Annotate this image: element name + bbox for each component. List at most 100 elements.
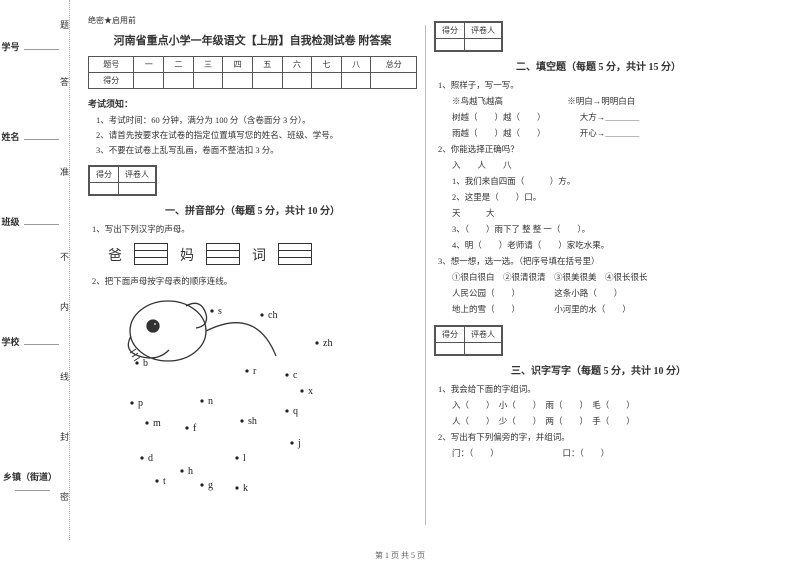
left-column: 绝密★启用前 河南省重点小学一年级语文【上册】自我检测试卷 附答案 题号一二三四…: [80, 15, 425, 535]
fill-row: 树越（ ）越（ ） 大方→＿＿＿＿: [452, 111, 763, 123]
section-3-title: 三、识字写字（每题 5 分，共计 10 分）: [434, 362, 763, 377]
score-header-cell: 七: [312, 57, 342, 73]
score-header-cell: 一: [134, 57, 164, 73]
dot-letter: r: [253, 366, 257, 377]
binding-field: 班级: [0, 215, 60, 228]
score-cell[interactable]: [252, 73, 282, 89]
section-1-title: 一、拼音部分（每题 5 分，共计 10 分）: [88, 202, 417, 217]
sub-q: 3、（ ）雨下了 整 整 一（ ）。: [452, 223, 763, 235]
q2-2: 2、你能选择正确吗？: [438, 143, 763, 155]
q2-1: 1、照样子，写一写。: [438, 79, 763, 91]
char-ba: 爸: [108, 245, 122, 265]
dots-svg: schzhbrcxpnqmshfjdlhtgk: [98, 291, 358, 496]
char-ma: 妈: [180, 245, 194, 265]
notice-title: 考试须知：: [88, 97, 417, 110]
dot-letter: m: [153, 418, 161, 429]
mini-score-c2: 评卷人: [119, 167, 156, 183]
score-header-cell: 六: [282, 57, 312, 73]
dot-letter: zh: [323, 338, 332, 349]
dot-letter: h: [188, 466, 193, 477]
score-header-cell: 题号: [89, 57, 134, 73]
dot-letter: x: [308, 386, 313, 397]
char-ci: 词: [252, 245, 266, 265]
binding-mark: 准: [60, 165, 69, 178]
score-cell[interactable]: [341, 73, 371, 89]
options-row: 天 大: [452, 207, 763, 219]
score-cell[interactable]: [312, 73, 342, 89]
score-header-cell: 四: [223, 57, 253, 73]
dot-letter: q: [293, 406, 298, 417]
options-row: 入 人 八: [452, 159, 763, 171]
q1-2: 2、把下面声母按字母表的顺序连线。: [92, 275, 417, 287]
notice-item: 1、考试时间：60 分钟，满分为 100 分（含卷面分 3 分）。: [96, 114, 417, 126]
mini-score-c1: 得分: [90, 167, 119, 183]
fill-row: 门：（ ） 口：（ ）: [452, 447, 763, 459]
pinyin-grid[interactable]: [134, 243, 168, 267]
score-cell[interactable]: [134, 73, 164, 89]
pinyin-grid[interactable]: [206, 243, 240, 267]
score-header-cell: 总分: [371, 57, 417, 73]
binding-mark: 答: [60, 75, 69, 88]
score-cell[interactable]: [282, 73, 312, 89]
fill-row: 人民公园（ ） 这条小路（ ）: [452, 287, 763, 299]
score-header-cell: 八: [341, 57, 371, 73]
dot-letter: s: [218, 306, 222, 317]
dot-letter: j: [297, 438, 301, 449]
dot-letter: c: [293, 370, 298, 381]
dot-letter: ch: [268, 310, 277, 321]
notice-item: 2、请首先按要求在试卷的指定位置填写您的姓名、班级、学号。: [96, 129, 417, 141]
secret-label: 绝密★启用前: [88, 15, 417, 26]
dot-letter: l: [243, 453, 246, 464]
page-footer: 第 1 页 共 5 页: [0, 550, 800, 561]
q3-2: 2、写出有下列偏旁的字，并组词。: [438, 431, 763, 443]
section-2-title: 二、填空题（每题 5 分，共计 15 分）: [434, 58, 763, 73]
dot-letter: sh: [248, 416, 257, 427]
q1-1: 1、写出下列汉字的声母。: [92, 223, 417, 235]
dot-letter: k: [243, 483, 248, 494]
score-cell[interactable]: [193, 73, 223, 89]
dot-letter: b: [143, 358, 148, 369]
fill-row: 雨越（ ）越（ ） 开心→＿＿＿＿: [452, 127, 763, 139]
binding-mark: 密: [60, 490, 69, 503]
score-header-row: 题号一二三四五六七八总分: [89, 57, 417, 73]
options-row: ①很白很白 ②很清很清 ③很美很美 ④很长很长: [452, 271, 763, 283]
score-row-label: 得分: [89, 73, 134, 89]
sub-q: 1、我们来自四面（ ）方。: [452, 175, 763, 187]
q3-1: 1、我会给下面的字组词。: [438, 383, 763, 395]
binding-field: 学校: [0, 335, 60, 348]
example-row: ※鸟越飞越高 ※明白→明明白白: [452, 95, 763, 107]
binding-field: 学号: [0, 40, 60, 53]
q2-3: 3、想一想，选一选。（把序号填在括号里）: [438, 255, 763, 267]
fill-row: 入（ ） 小（ ） 雨（ ） 毛（ ）: [452, 399, 763, 411]
dot-letter: f: [193, 423, 197, 434]
score-cell[interactable]: [164, 73, 194, 89]
pinyin-row: 爸 妈 词: [108, 243, 417, 267]
dot-letter: p: [138, 398, 143, 409]
binding-mark: 内: [60, 300, 69, 313]
binding-mark: 题: [60, 18, 69, 31]
binding-mark: 封: [60, 430, 69, 443]
fill-row: 人（ ） 少（ ） 两（ ） 手（ ）: [452, 415, 763, 427]
exam-title: 河南省重点小学一年级语文【上册】自我检测试卷 附答案: [88, 32, 417, 48]
score-header-cell: 二: [164, 57, 194, 73]
fill-row: 地上的雪（ ） 小河里的水（ ）: [452, 303, 763, 315]
mini-score-box-3: 得分 评卷人: [434, 325, 503, 356]
dot-letter: g: [208, 480, 213, 491]
dot-letter: d: [148, 453, 153, 464]
notice-item: 3、不要在试卷上乱写乱画，卷面不整洁扣 3 分。: [96, 144, 417, 156]
sub-q: 4、明（ ）老师请（ ）家吃水果。: [452, 239, 763, 251]
connect-dots-figure: schzhbrcxpnqmshfjdlhtgk: [98, 291, 417, 498]
binding-field: 乡镇（街道）: [0, 470, 60, 493]
right-column: 得分 评卷人 二、填空题（每题 5 分，共计 15 分） 1、照样子，写一写。 …: [426, 15, 771, 535]
pinyin-grid[interactable]: [278, 243, 312, 267]
dot-letter: n: [208, 396, 213, 407]
score-table: 题号一二三四五六七八总分 得分: [88, 56, 417, 89]
mini-score-box: 得分 评卷人: [88, 165, 157, 196]
score-cell[interactable]: [223, 73, 253, 89]
score-value-row: 得分: [89, 73, 417, 89]
score-header-cell: 三: [193, 57, 223, 73]
binding-field: 姓名: [0, 130, 60, 143]
score-cell[interactable]: [371, 73, 417, 89]
page-content: 绝密★启用前 河南省重点小学一年级语文【上册】自我检测试卷 附答案 题号一二三四…: [80, 15, 790, 535]
binding-mark: 不: [60, 250, 69, 263]
